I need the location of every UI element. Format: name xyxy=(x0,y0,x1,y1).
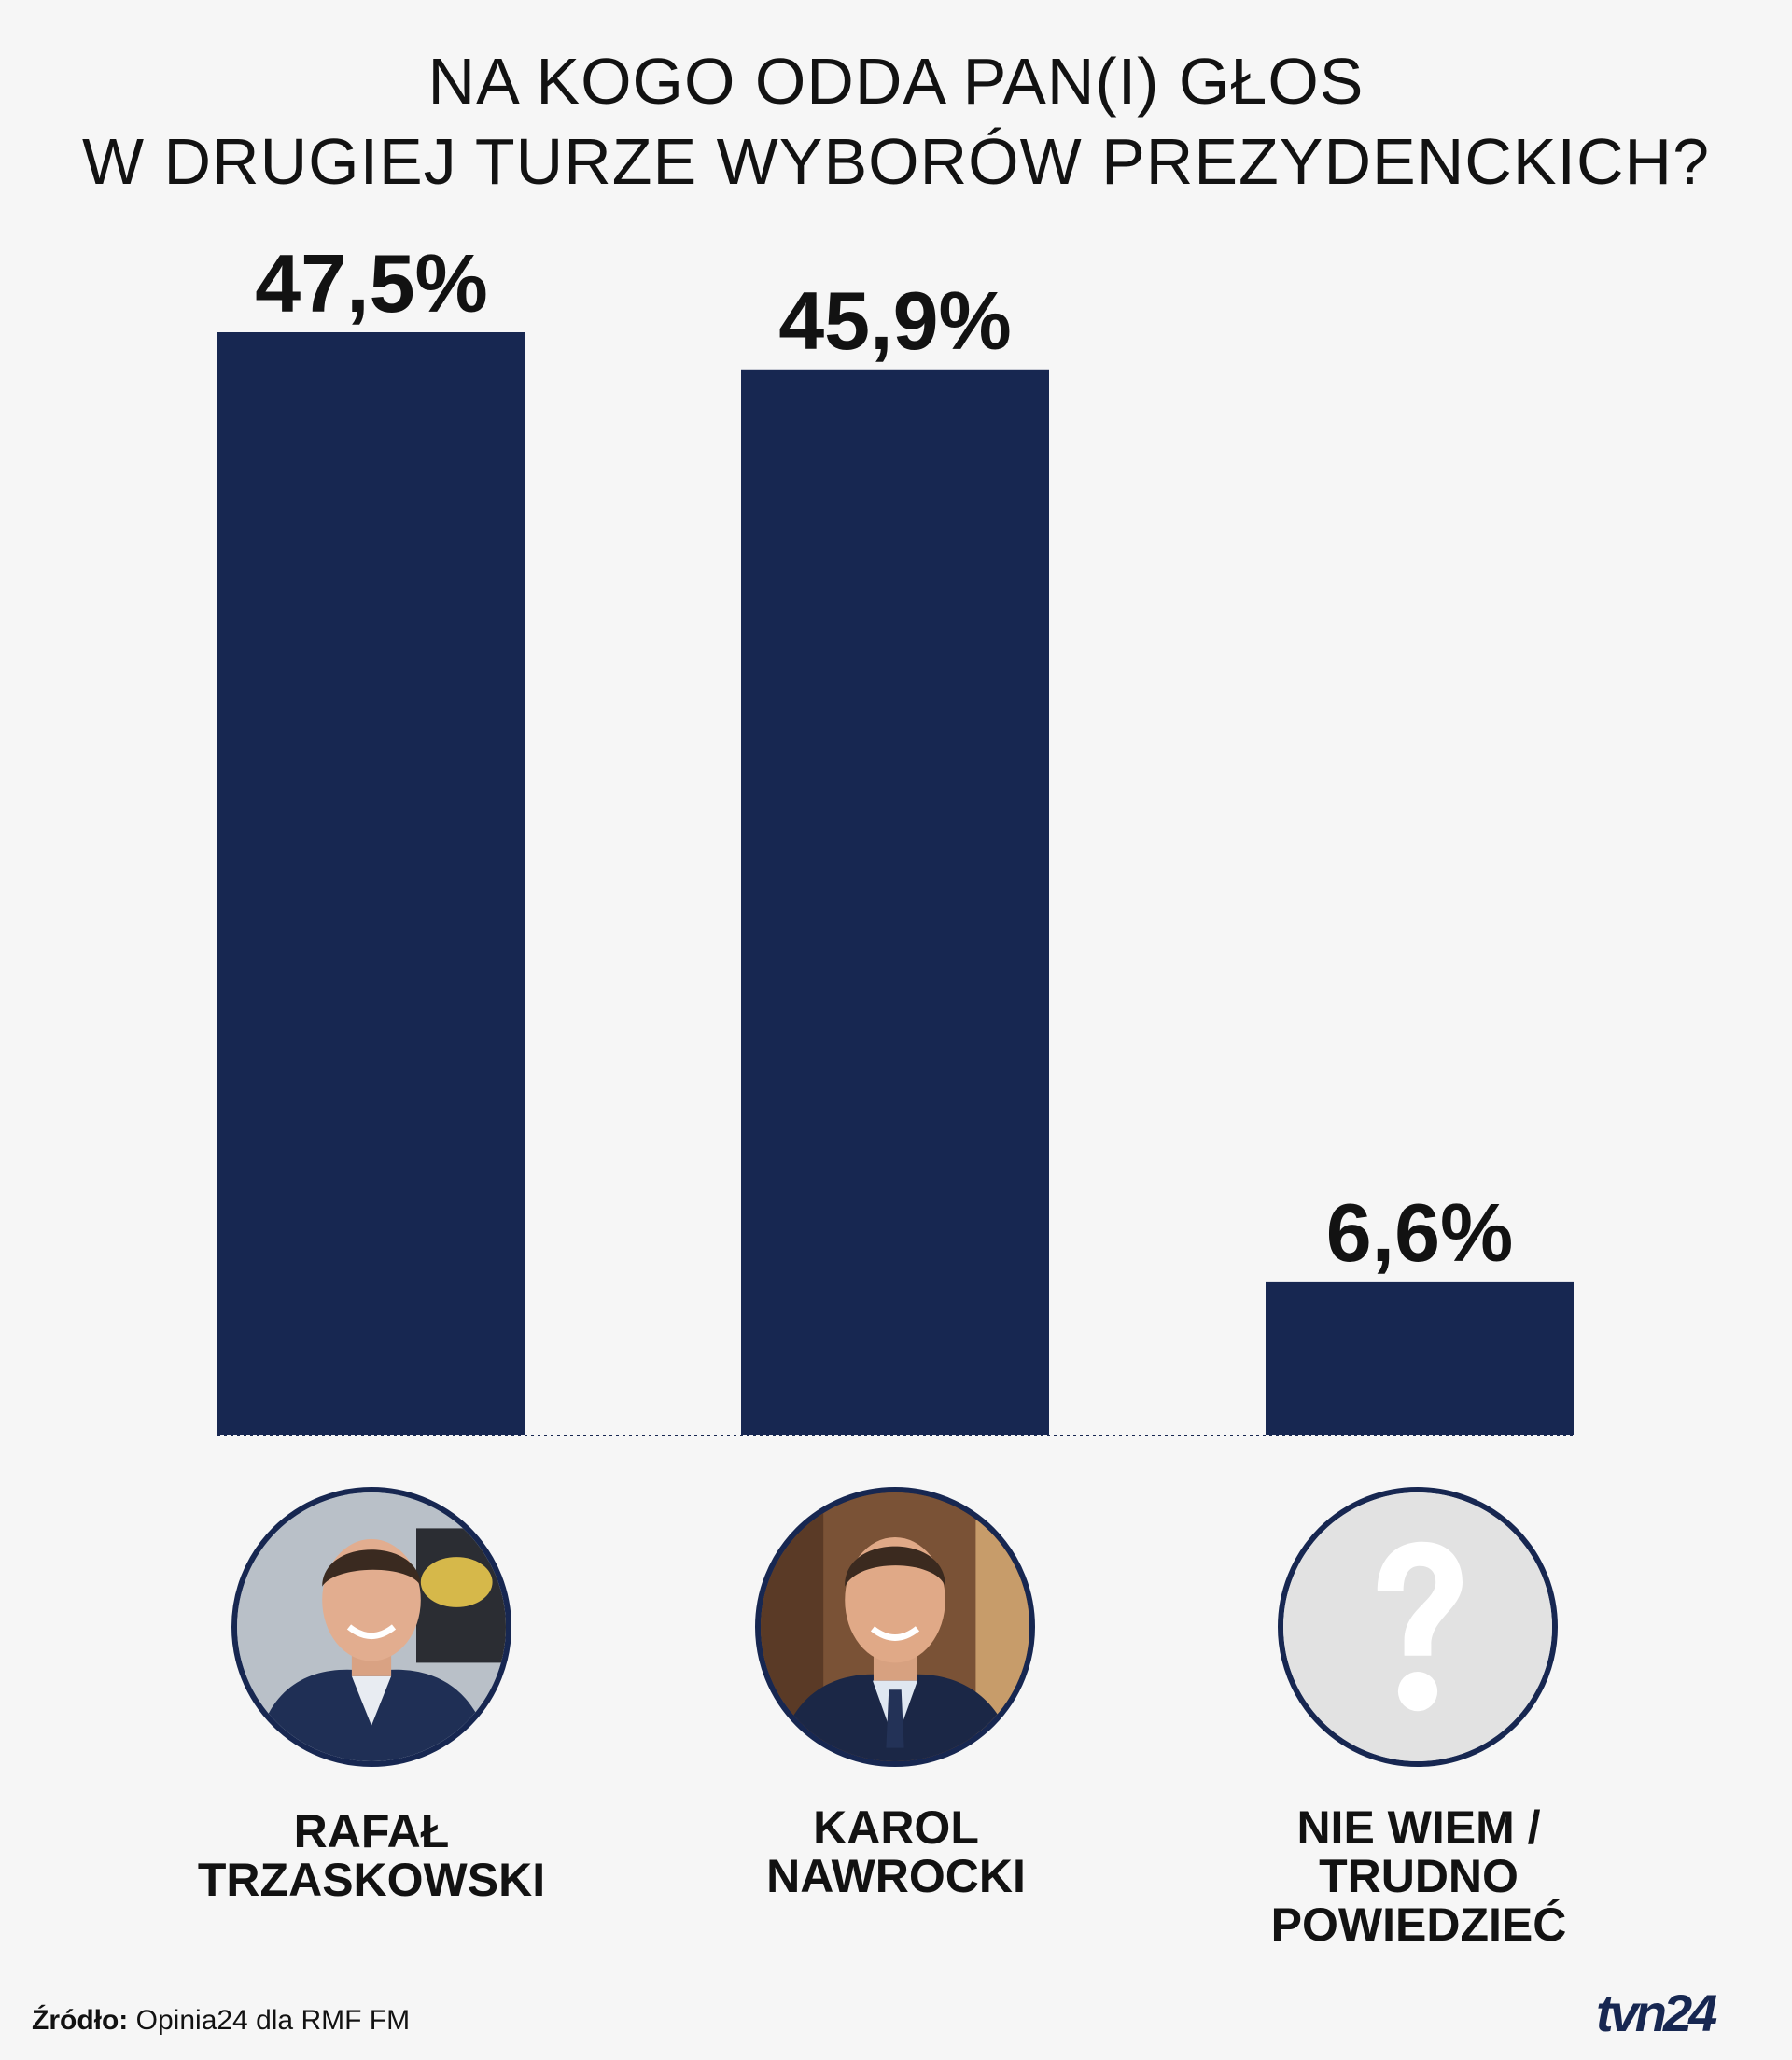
chart-title-line-2: W DRUGIEJ TURZE WYBORÓW PREZYDENCKICH? xyxy=(81,125,1710,198)
bar-value-label-1: 47,5% xyxy=(255,237,488,329)
bar-value-label-2: 45,9% xyxy=(778,274,1012,367)
bar-2 xyxy=(741,369,1049,1436)
category-label-line: POWIEDZIEĆ xyxy=(1270,1899,1567,1951)
person-photo-icon xyxy=(237,1492,506,1761)
portrait-nawrocki xyxy=(755,1487,1035,1767)
bar-value-label-3: 6,6% xyxy=(1326,1186,1514,1279)
category-label-line: TRUDNO xyxy=(1319,1850,1519,1902)
question-mark-icon xyxy=(1283,1492,1552,1761)
portrait-unknown xyxy=(1278,1487,1558,1767)
bar-3 xyxy=(1266,1281,1574,1435)
portrait-trzaskowski xyxy=(231,1487,511,1767)
tvn24-logo-icon: tvn24 xyxy=(1596,1986,1721,2042)
category-label-trzaskowski: RAFAŁ TRZASKOWSKI xyxy=(157,1807,586,1904)
bar-1 xyxy=(217,332,525,1435)
category-label-undecided: NIE WIEM / TRUDNO POWIEDZIEĆ xyxy=(1204,1803,1633,1949)
category-label-line: RAFAŁ xyxy=(293,1805,450,1857)
bar-chart: 47,5% 45,9% 6,6% xyxy=(217,237,1574,1436)
source-note: Źródło: Opinia24 dla RMF FM xyxy=(32,2005,410,2037)
source-label: Źródło: xyxy=(32,2005,129,2036)
svg-text:tvn24: tvn24 xyxy=(1596,1986,1717,2042)
category-label-line: NAWROCKI xyxy=(766,1850,1026,1902)
category-label-line: TRZASKOWSKI xyxy=(197,1854,546,1906)
category-label-line: KAROL xyxy=(813,1801,979,1854)
category-label-line: NIE WIEM / xyxy=(1296,1801,1541,1854)
tvn24-logo: tvn24 xyxy=(1594,1986,1762,2042)
chart-title-line-1: NA KOGO ODDA PAN(I) GŁOS xyxy=(427,45,1365,118)
person-photo-icon xyxy=(761,1492,1029,1761)
source-text: Opinia24 dla RMF FM xyxy=(135,2005,411,2036)
category-label-nawrocki: KAROL NAWROCKI xyxy=(681,1803,1111,1900)
